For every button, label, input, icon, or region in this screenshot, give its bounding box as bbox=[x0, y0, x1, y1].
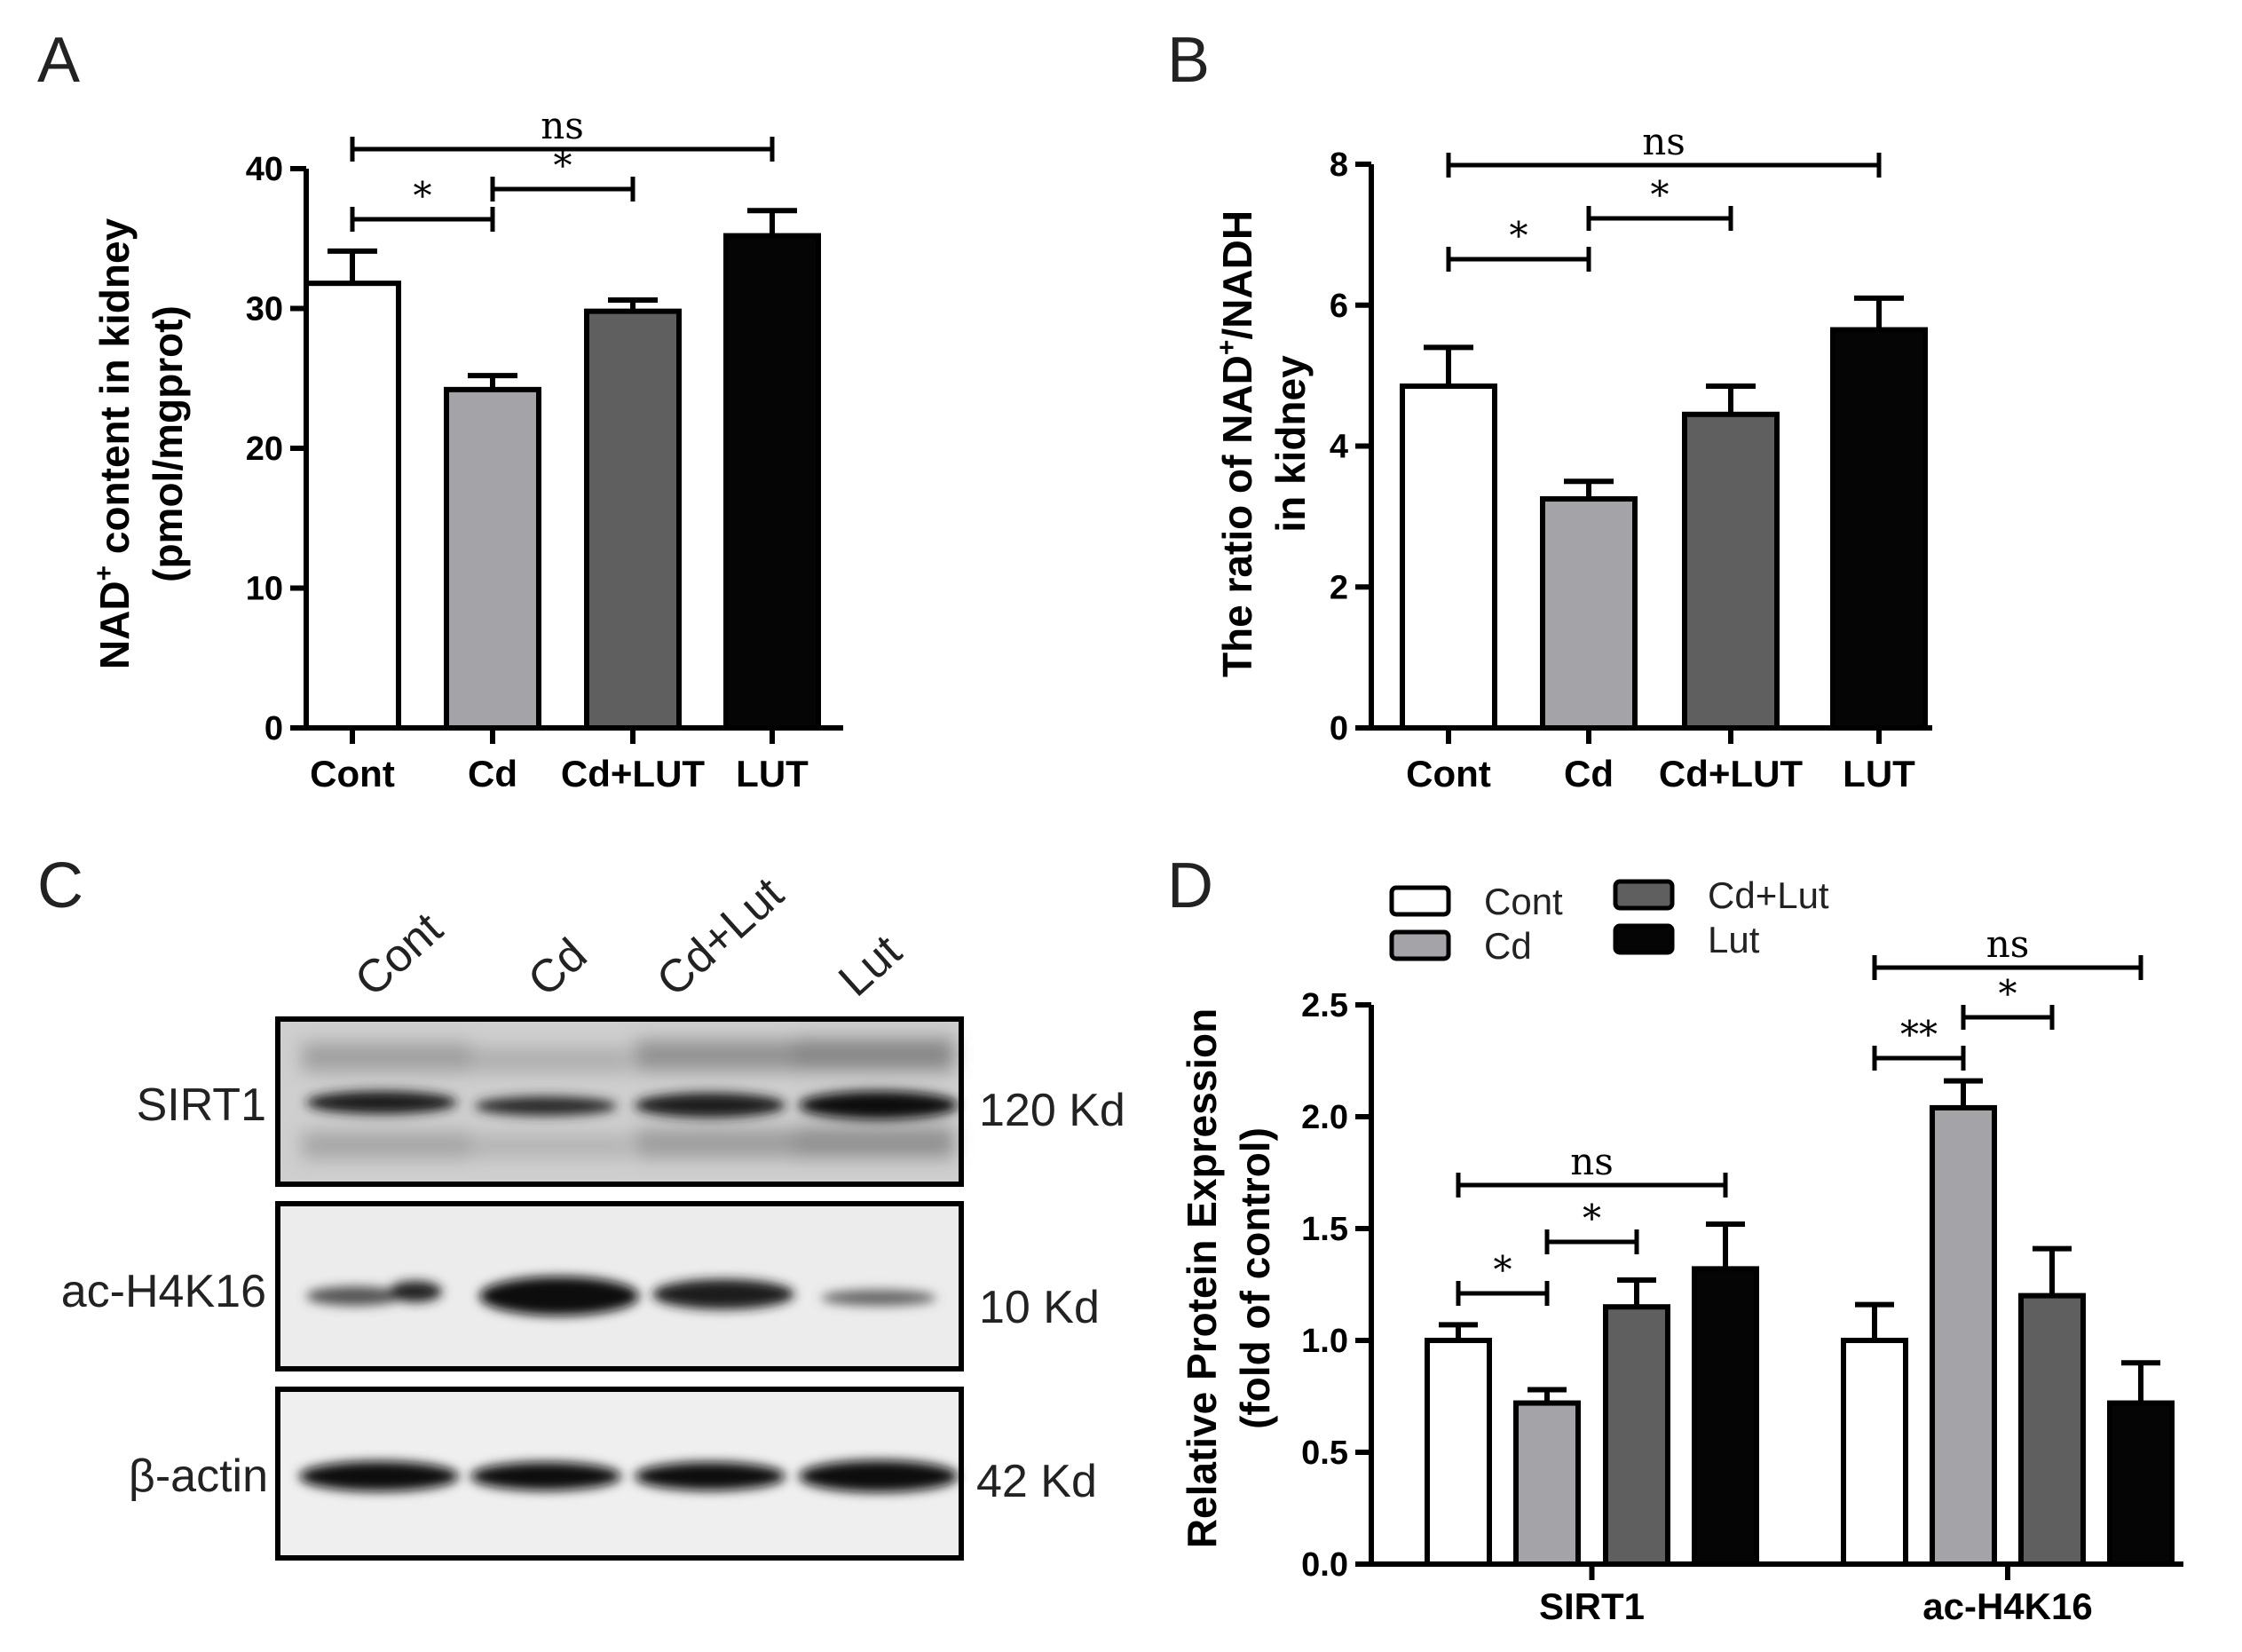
bar bbox=[584, 308, 682, 731]
panel-a-ylabel-line2: (pmol/mgprot) bbox=[145, 305, 191, 582]
bar bbox=[1603, 1304, 1670, 1567]
y-tick-label: 20 bbox=[246, 431, 283, 468]
panel-c-blot: Cont Cd Cd+Lut Lut SI bbox=[61, 867, 1125, 1561]
panel-b-ylabel-line2: in kidney bbox=[1267, 355, 1314, 533]
panel-letter-c: C bbox=[37, 850, 83, 921]
panel-d-ylabel-line1: Relative Protein Expression bbox=[1179, 1008, 1225, 1548]
y-tick-label: 0 bbox=[1330, 710, 1348, 747]
x-category-label: Cd bbox=[468, 753, 517, 794]
panel-letter-a: A bbox=[37, 25, 80, 96]
bar bbox=[1682, 411, 1780, 731]
panel-letter-d: D bbox=[1167, 850, 1213, 921]
blot-row-label: β-actin bbox=[129, 1450, 268, 1502]
bar bbox=[1400, 383, 1497, 731]
significance-label: * bbox=[1999, 972, 2017, 1016]
significance-label: * bbox=[1651, 173, 1670, 217]
significance-label: * bbox=[414, 174, 432, 217]
legend-label: Cont bbox=[1484, 881, 1563, 922]
y-tick-label: 0 bbox=[264, 710, 283, 747]
x-category-label: LUT bbox=[1843, 753, 1915, 794]
y-tick-label: 30 bbox=[246, 291, 283, 328]
legend-swatch bbox=[1613, 879, 1675, 911]
blot-row-beta-actin: β-actin 42 Kd bbox=[129, 1387, 1097, 1561]
significance-label: ns bbox=[1570, 1140, 1614, 1183]
panel-a-ylabel-line1: NAD+ content in kidney bbox=[90, 217, 138, 669]
bar bbox=[1930, 1104, 1997, 1568]
y-tick-label: 0.5 bbox=[1301, 1435, 1348, 1472]
y-tick-label: 4 bbox=[1330, 429, 1348, 466]
x-category-label: Cont bbox=[310, 753, 395, 794]
blot-lane-label: Cd+Lut bbox=[647, 867, 793, 1007]
significance-label: * bbox=[1510, 214, 1528, 257]
panel-d-ylabel-line2: (fold of control) bbox=[1232, 1127, 1278, 1429]
bar bbox=[1841, 1338, 1908, 1567]
blot-frame bbox=[275, 1387, 964, 1561]
significance-label: * bbox=[1494, 1248, 1512, 1292]
blot-row-size: 120 Kd bbox=[979, 1085, 1125, 1136]
x-category-label: Cd+LUT bbox=[561, 753, 706, 794]
panel-d-chart: 0.00.51.01.52.02.5 SIRT1 ac-H4K16 ns**ns*… bbox=[1179, 874, 2183, 1627]
bar bbox=[723, 233, 821, 731]
bar bbox=[1830, 327, 1928, 731]
bar bbox=[2018, 1292, 2086, 1567]
y-tick-label: 6 bbox=[1330, 288, 1348, 325]
x-category-label: Cont bbox=[1406, 753, 1491, 794]
blot-row-size: 42 Kd bbox=[976, 1456, 1097, 1507]
x-category-label: ac-H4K16 bbox=[1922, 1585, 2092, 1627]
significance-label: ns bbox=[541, 104, 584, 147]
y-tick-label: 10 bbox=[246, 571, 283, 608]
y-tick-label: 1.5 bbox=[1301, 1211, 1348, 1248]
legend-swatch bbox=[1389, 885, 1451, 917]
y-tick-label: 2 bbox=[1330, 569, 1348, 606]
panel-b-chart: 0 2 4 6 8 Cont Cd Cd+LUT LUT ns * * The ratio of … bbox=[1212, 120, 1932, 794]
y-tick-label: 2.0 bbox=[1301, 1099, 1348, 1136]
panel-b-ylabel-line1: The ratio of NAD+/NADH bbox=[1212, 210, 1260, 677]
bar bbox=[1692, 1266, 1759, 1567]
legend-label: Cd bbox=[1484, 925, 1532, 967]
y-tick-label: 40 bbox=[246, 151, 283, 188]
x-category-label: Cd bbox=[1564, 753, 1614, 794]
blot-row-label: SIRT1 bbox=[137, 1079, 266, 1131]
bar bbox=[1513, 1400, 1581, 1568]
panel-letter-b: B bbox=[1167, 25, 1210, 96]
significance-label: ** bbox=[1900, 1013, 1938, 1056]
significance-label: * bbox=[554, 144, 572, 187]
blot-row-sirt1: SIRT1 120 Kd bbox=[137, 1016, 1125, 1187]
legend-label: Lut bbox=[1708, 919, 1760, 960]
x-category-label: Cd+LUT bbox=[1659, 753, 1804, 794]
bar bbox=[304, 281, 401, 731]
blot-row-label: ac-H4K16 bbox=[61, 1266, 266, 1317]
y-tick-label: 2.5 bbox=[1301, 987, 1348, 1024]
significance-label: * bbox=[1583, 1197, 1601, 1240]
significance-label: ns bbox=[1642, 120, 1685, 163]
blot-frame bbox=[275, 1016, 964, 1187]
y-tick-label: 0.0 bbox=[1301, 1546, 1348, 1584]
blot-row-ac-h4k16: ac-H4K16 10 Kd bbox=[61, 1201, 1100, 1371]
x-category-label: LUT bbox=[736, 753, 809, 794]
y-tick-label: 1.0 bbox=[1301, 1323, 1348, 1360]
x-category-label: SIRT1 bbox=[1539, 1585, 1645, 1627]
blot-frame bbox=[275, 1201, 964, 1371]
significance-label: ns bbox=[1986, 922, 2030, 966]
bar bbox=[444, 386, 541, 731]
legend-swatch bbox=[1389, 929, 1451, 961]
legend-label: Cd+Lut bbox=[1708, 874, 1829, 916]
bar bbox=[2107, 1400, 2175, 1568]
blot-row-size: 10 Kd bbox=[979, 1282, 1100, 1333]
blot-lane-label: Cd bbox=[518, 929, 596, 1007]
legend-swatch bbox=[1613, 923, 1675, 955]
blot-lane-label: Lut bbox=[829, 925, 912, 1007]
blot-lane-label: Cont bbox=[345, 903, 453, 1007]
y-tick-label: 8 bbox=[1330, 146, 1348, 184]
bar bbox=[1425, 1338, 1492, 1567]
bar bbox=[1540, 496, 1638, 731]
